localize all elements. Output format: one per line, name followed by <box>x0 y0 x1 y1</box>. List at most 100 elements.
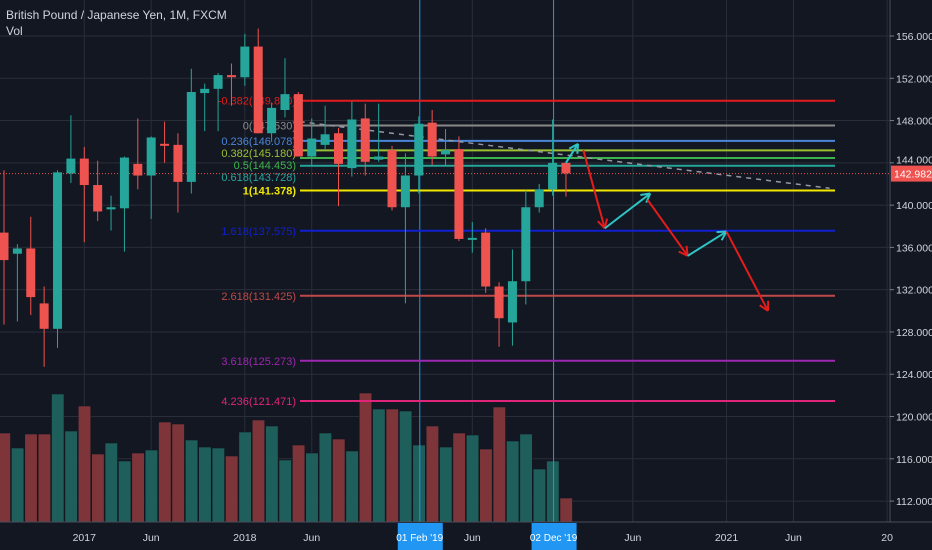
candle-bearish[interactable] <box>427 109 437 165</box>
candle-body <box>240 46 250 78</box>
arrow-shaft <box>646 199 689 257</box>
candle-body <box>507 281 517 323</box>
candle-bearish[interactable] <box>293 92 303 157</box>
candle-bearish[interactable] <box>160 121 170 163</box>
candle-bullish[interactable] <box>119 156 129 252</box>
arrow-up-drawing[interactable] <box>687 230 728 257</box>
candle-bullish[interactable] <box>534 183 544 213</box>
price-tick-label: 140.000 <box>896 200 932 212</box>
candle-bullish[interactable] <box>548 119 558 196</box>
candle-bullish[interactable] <box>507 249 517 346</box>
highlighted-date-badge[interactable] <box>531 523 577 550</box>
candle-bullish[interactable] <box>347 101 357 177</box>
last-price-tag <box>891 165 932 182</box>
candle-body <box>133 163 143 176</box>
highlighted-date-badge[interactable] <box>397 523 443 550</box>
time-tick-label: 20 <box>881 532 893 544</box>
candle-bearish[interactable] <box>454 136 464 242</box>
fib-level-label: 0.236(146.078) <box>221 136 296 148</box>
candle-bullish[interactable] <box>213 72 223 132</box>
candle-body <box>79 158 89 186</box>
candle-bullish[interactable] <box>106 195 116 231</box>
volume-bar <box>0 432 11 523</box>
candle-bearish[interactable] <box>26 216 36 316</box>
candle-bearish[interactable] <box>360 103 370 176</box>
candle-body <box>186 92 196 182</box>
candle-bullish[interactable] <box>374 103 384 162</box>
time-tick-label: Jun <box>785 532 802 544</box>
arrow-shaft <box>582 149 606 229</box>
candle-bearish[interactable] <box>0 170 9 325</box>
candle-bullish[interactable] <box>12 244 22 322</box>
volume-bar <box>546 460 560 523</box>
candle-bearish[interactable] <box>561 162 571 197</box>
arrow-head <box>568 142 579 150</box>
candle-bearish[interactable] <box>79 146 89 243</box>
candle-bullish[interactable] <box>280 58 290 118</box>
candle-bullish[interactable] <box>66 115 76 183</box>
fib-level-label: 1(141.378) <box>243 186 297 198</box>
candle-bullish[interactable] <box>307 118 317 165</box>
fib-level-label: 1.618(137.575) <box>221 226 296 238</box>
symbol-title[interactable]: British Pound / Japanese Yen, 1M, FXCM <box>6 8 227 22</box>
arrow-head <box>759 304 769 312</box>
volume-bar <box>479 448 493 523</box>
time-tick-label: 2021 <box>715 532 739 544</box>
arrow-down-drawing[interactable] <box>646 199 689 257</box>
volume-indicator-label[interactable]: Vol <box>6 24 23 38</box>
candle-bullish[interactable] <box>320 105 330 151</box>
price-tick-label: 136.000 <box>896 242 932 254</box>
fib-level-label: 4.236(121.471) <box>221 396 296 408</box>
candle-bullish[interactable] <box>414 116 424 194</box>
volume-bar <box>77 405 92 523</box>
fib-level-label: 2.618(131.425) <box>221 291 296 303</box>
candle-bullish[interactable] <box>467 222 477 253</box>
candle-body <box>400 175 410 208</box>
candle-body <box>53 172 63 329</box>
candle-bullish[interactable] <box>441 129 451 165</box>
candle-bearish[interactable] <box>39 286 49 367</box>
volume-bar <box>64 430 78 523</box>
volume-bar <box>385 408 399 523</box>
arrow-up-drawing[interactable] <box>565 142 579 164</box>
candle-bearish[interactable] <box>494 282 504 347</box>
price-axis[interactable] <box>890 0 932 550</box>
candle-bullish[interactable] <box>200 83 210 132</box>
candle-body <box>374 156 384 160</box>
volume-bar <box>131 452 145 523</box>
arrow-head <box>720 231 728 241</box>
candle-bullish[interactable] <box>400 153 410 304</box>
candle-body <box>441 150 451 155</box>
candle-bullish[interactable] <box>53 170 63 348</box>
arrow-up-drawing[interactable] <box>604 192 652 230</box>
candle-bearish[interactable] <box>334 127 343 207</box>
candle-bearish[interactable] <box>481 228 491 293</box>
candle-body <box>119 157 129 209</box>
candle-bearish[interactable] <box>133 118 143 190</box>
price-tick-label: 144.000 <box>896 155 932 167</box>
time-axis[interactable] <box>0 522 932 550</box>
price-tick-label: 152.000 <box>896 73 932 85</box>
candle-bullish[interactable] <box>521 190 531 305</box>
time-tick-label: Jun <box>143 532 160 544</box>
candle-bearish[interactable] <box>387 145 397 211</box>
volume-bar <box>332 438 346 523</box>
candle-bullish[interactable] <box>267 102 277 142</box>
arrow-shaft <box>725 231 769 312</box>
arrow-down-drawing[interactable] <box>725 231 770 312</box>
candle-body <box>307 138 317 157</box>
candle-bearish[interactable] <box>93 160 103 221</box>
candle-bearish[interactable] <box>226 63 236 106</box>
time-tick-label: 2018 <box>233 532 257 544</box>
candle-body <box>66 158 76 174</box>
fib-level-label: 0.618(143.728) <box>221 172 296 184</box>
candle-bullish[interactable] <box>146 136 156 219</box>
candle-bullish[interactable] <box>240 33 250 86</box>
arrow-down-drawing[interactable] <box>582 149 609 230</box>
trend-line-dashed[interactable] <box>299 120 830 189</box>
candle-bullish[interactable] <box>186 68 196 194</box>
candle-bearish[interactable] <box>173 133 183 213</box>
fib-level-label: 3.618(125.273) <box>221 356 296 368</box>
candle-bearish[interactable] <box>253 28 263 134</box>
